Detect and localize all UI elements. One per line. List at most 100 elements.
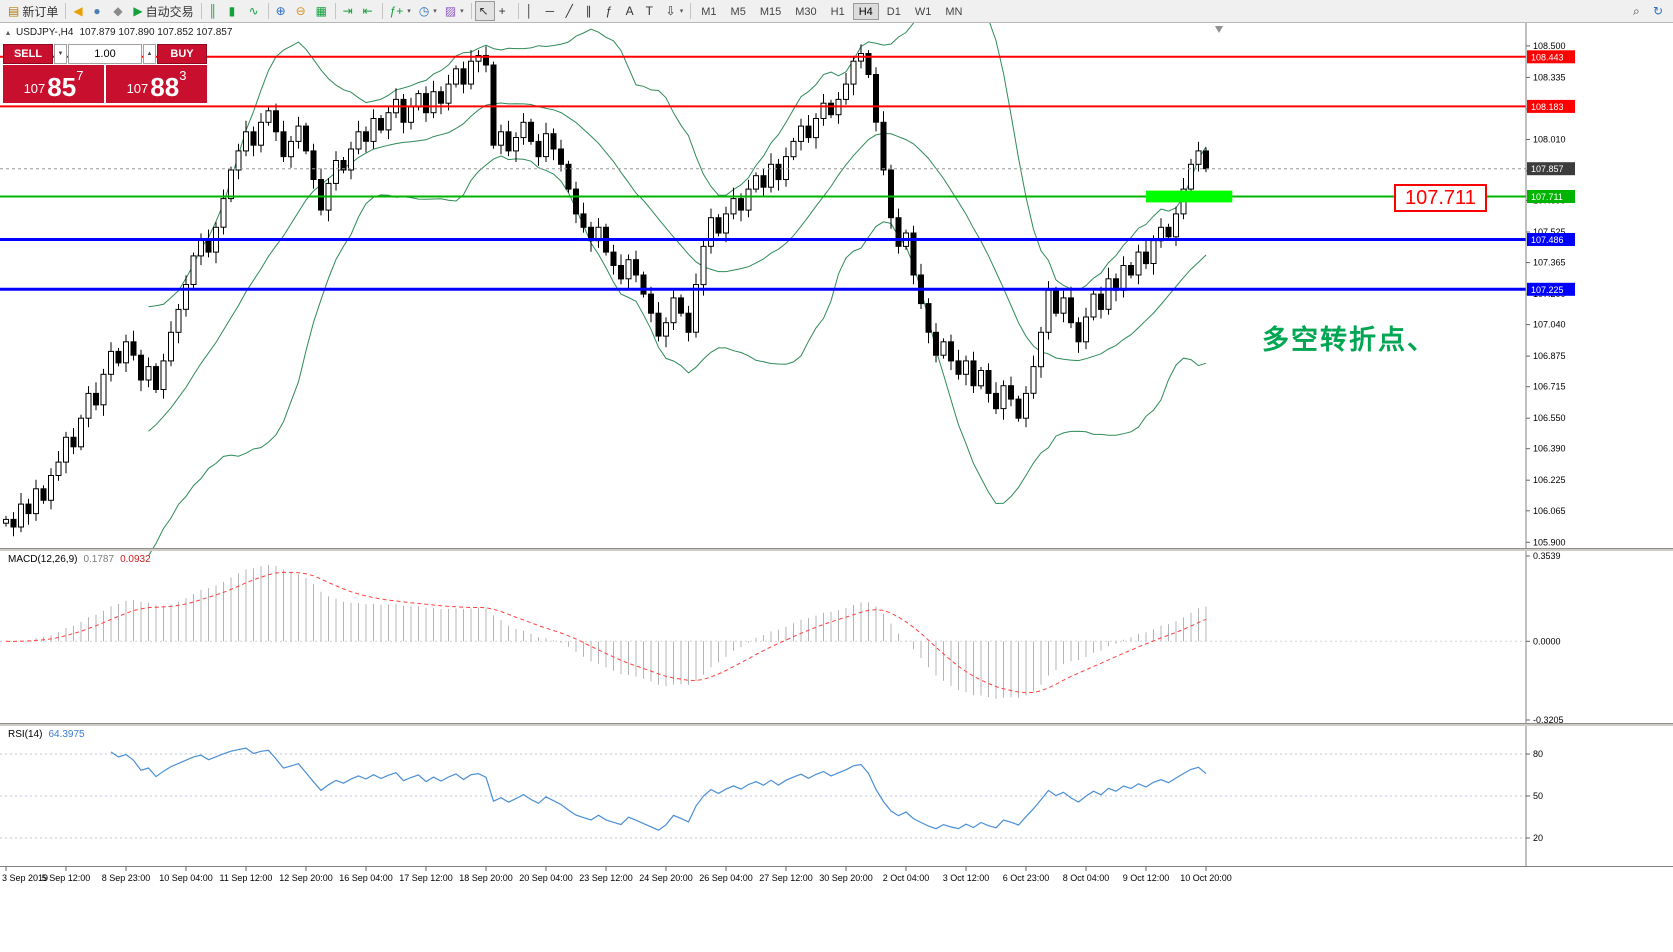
candle-chart-mode-button[interactable]: ▮ (225, 1, 245, 21)
tile-windows-button[interactable]: ▦ (312, 1, 332, 21)
horizontal-line-tool-button[interactable]: ─ (542, 1, 562, 21)
one-click-collapse-arrow[interactable]: ▴ (6, 28, 11, 37)
timeframe-m15-button[interactable]: M15 (759, 5, 782, 18)
bar-chart-mode-button[interactable]: ║ (205, 1, 225, 21)
svg-text:106.390: 106.390 (1533, 444, 1566, 454)
svg-text:20 Sep 04:00: 20 Sep 04:00 (519, 873, 573, 883)
search-icon-button[interactable]: ⌕ (1629, 1, 1649, 21)
arrows-tool-glyph: ⇩ (665, 4, 676, 18)
timeframe-mn-button[interactable]: MN (945, 5, 963, 18)
price-level-label[interactable]: 107.711 (1394, 184, 1487, 212)
panel-splitter-main-macd[interactable] (0, 548, 1673, 551)
svg-text:106.550: 106.550 (1533, 413, 1566, 423)
svg-text:106.225: 106.225 (1533, 475, 1566, 485)
buy-price-display[interactable]: 107 88 3 (106, 65, 207, 103)
crosshair-tool-button[interactable]: + (495, 1, 515, 21)
price-axis-badges: 108.443 108.183 107.857 107.711 107.486 107.2… (1527, 50, 1575, 296)
templates-button[interactable]: ▨ ▾ (441, 1, 468, 21)
bar-chart-mode-glyph: ║ (208, 4, 218, 18)
profile-icon-glyph: ● (93, 4, 101, 18)
rsi-panel (0, 747, 1526, 839)
svg-text:107.365: 107.365 (1533, 258, 1566, 268)
indicators-list-button-dropdown-arrow[interactable]: ▾ (407, 8, 411, 15)
price-badge-107.857 (1527, 162, 1575, 176)
svg-text:24 Sep 20:00: 24 Sep 20:00 (639, 873, 693, 883)
timeframe-h1-button[interactable]: H1 (830, 5, 845, 18)
fibonacci-tool-button[interactable]: ƒ (602, 1, 622, 21)
chart-ohlc-values: 107.879 107.890 107.852 107.857 (79, 27, 233, 38)
annotation-text[interactable]: 多空转折点、 (1262, 325, 1436, 355)
timeframe-m5-button[interactable]: M5 (730, 5, 746, 18)
svg-text:3 Sep 2019: 3 Sep 2019 (2, 873, 48, 883)
trendline-tool-button[interactable]: ╱ (562, 1, 582, 21)
svg-text:80: 80 (1533, 749, 1543, 759)
svg-text:27 Sep 12:00: 27 Sep 12:00 (759, 873, 813, 883)
community-icon-button[interactable]: ↻ (1649, 1, 1669, 21)
text-label-tool-button[interactable]: T (642, 1, 662, 21)
indicators-list-button[interactable]: ƒ+ ▾ (386, 1, 415, 21)
svg-text:107.040: 107.040 (1533, 320, 1566, 330)
chart-shift-marker[interactable] (1215, 26, 1223, 33)
timeframe-h4-button[interactable]: H4 (852, 2, 879, 20)
svg-text:8 Sep 23:00: 8 Sep 23:00 (102, 873, 151, 883)
profile-icon-button[interactable]: ● (89, 1, 109, 21)
sell-price-main: 107 (23, 81, 46, 96)
svg-text:26 Sep 04:00: 26 Sep 04:00 (699, 873, 753, 883)
svg-text:106.715: 106.715 (1533, 382, 1566, 392)
channel-tool-button[interactable]: ∥ (582, 1, 602, 21)
svg-text:50: 50 (1533, 791, 1543, 801)
timeframe-m30-button[interactable]: M30 (795, 5, 817, 18)
timeframe-w1-button[interactable]: W1 (914, 5, 932, 18)
new-order-button[interactable]: ▤ 新订单 (4, 1, 62, 21)
line-chart-mode-button[interactable]: ∿ (245, 1, 265, 21)
svg-text:107.525: 107.525 (1533, 227, 1566, 237)
svg-text:11 Sep 12:00: 11 Sep 12:00 (220, 873, 273, 883)
zoom-in-button[interactable]: ⊕ (272, 1, 292, 21)
community-icon-glyph: ↻ (1653, 4, 1664, 18)
sell-price-display[interactable]: 107 85 7 (3, 65, 104, 103)
sell-button[interactable]: SELL (3, 44, 53, 64)
periods-button[interactable]: ◷ ▾ (415, 1, 441, 21)
horizontal-line-objects[interactable] (0, 55, 1526, 291)
macd-indicator-label: MACD(12,26,9) 0.1787 0.0932 (8, 554, 151, 565)
vertical-line-tool-glyph: │ (525, 4, 534, 18)
price-badge-108.183 (1527, 99, 1575, 113)
highlight-rectangle[interactable] (1146, 190, 1233, 203)
chart-shift-button[interactable]: ⇤ (359, 1, 379, 21)
volume-up-button[interactable]: ▲ (143, 44, 156, 64)
auto-trading-button[interactable]: ▶ 自动交易 (129, 1, 197, 21)
macd-panel (0, 564, 1526, 699)
svg-text:10 Oct 20:00: 10 Oct 20:00 (1180, 873, 1232, 883)
periods-button-dropdown-arrow[interactable]: ▾ (433, 8, 437, 15)
candle-chart-mode-glyph: ▮ (228, 4, 236, 18)
arrows-tool-button[interactable]: ⇩ ▾ (662, 1, 688, 21)
svg-text:107.711: 107.711 (1531, 192, 1563, 202)
text-tool-button[interactable]: A (622, 1, 642, 21)
chart-shift-glyph: ⇤ (362, 4, 373, 18)
svg-text:108.183: 108.183 (1531, 102, 1564, 112)
auto-scroll-button[interactable]: ⇥ (339, 1, 359, 21)
sound-icon-button[interactable]: ◆ (109, 1, 129, 21)
arrows-tool-button-dropdown-arrow[interactable]: ▾ (679, 8, 684, 15)
buy-price-sup: 3 (179, 68, 187, 83)
zoom-out-button[interactable]: ⊖ (292, 1, 312, 21)
cursor-tool-button[interactable]: ↖ (474, 1, 495, 21)
sound-icon-glyph: ◆ (113, 4, 123, 18)
svg-text:107.486: 107.486 (1531, 235, 1564, 245)
one-click-trading-panel: SELL ▼ ▲ BUY 107 85 7 107 88 3 (3, 44, 207, 103)
megaphone-icon-button[interactable]: ◀ (69, 1, 89, 21)
price-axis[interactable]: 108.500108.335108.170108.010107.845107.6… (0, 23, 1673, 867)
buy-button[interactable]: BUY (157, 44, 207, 64)
vertical-line-tool-button[interactable]: │ (522, 1, 542, 21)
volume-input[interactable] (68, 44, 142, 64)
panel-splitter-macd-rsi[interactable] (0, 723, 1673, 726)
timeframe-m1-button[interactable]: M1 (701, 5, 717, 18)
timeframe-d1-button[interactable]: D1 (886, 5, 901, 18)
sell-dropdown-button[interactable]: ▼ (54, 44, 67, 64)
line-chart-mode-glyph: ∿ (248, 4, 259, 18)
templates-button-dropdown-arrow[interactable]: ▾ (460, 8, 464, 15)
trendline-tool-glyph: ╱ (565, 4, 573, 18)
